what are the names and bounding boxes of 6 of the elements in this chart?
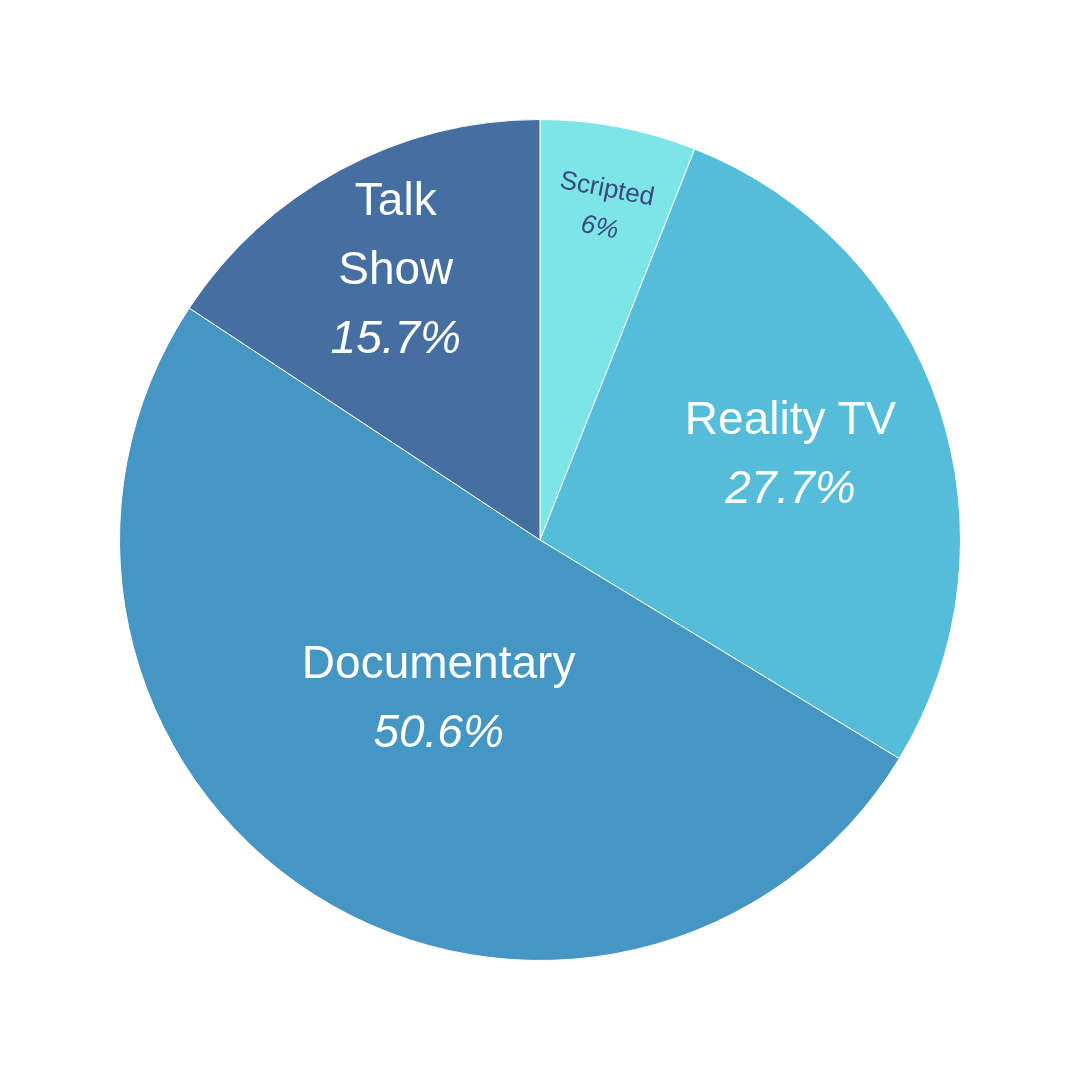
data-label: 50.6% — [373, 705, 504, 758]
slice-label: Documentary — [301, 635, 576, 688]
data-label: 27.7% — [724, 461, 856, 514]
slice-label: Talk Show — [338, 173, 455, 295]
slice-label: Reality TV — [684, 392, 897, 445]
data-label: 15.7% — [330, 311, 461, 364]
